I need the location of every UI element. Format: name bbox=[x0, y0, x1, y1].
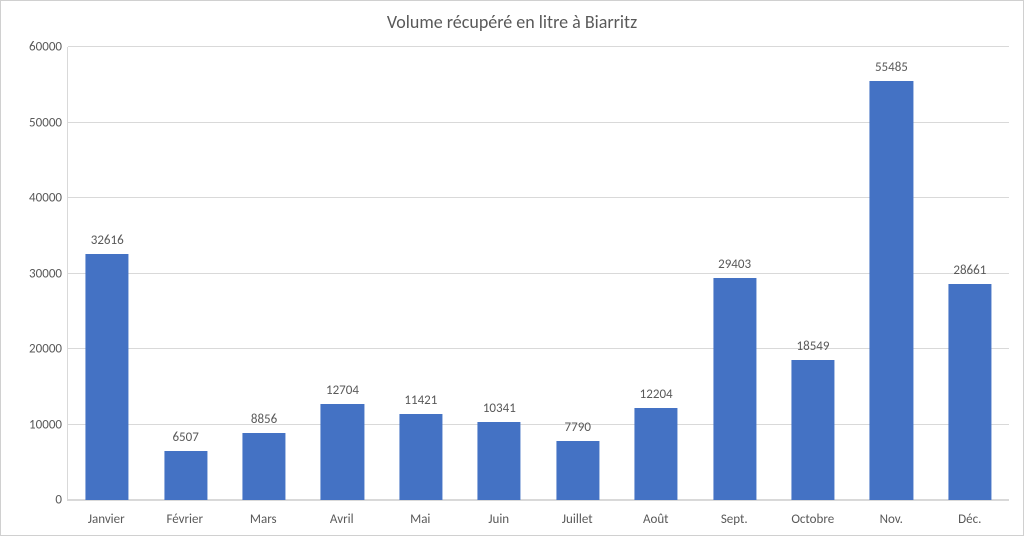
x-tick-label: Août bbox=[617, 512, 696, 527]
x-tick-label: Déc. bbox=[931, 512, 1010, 527]
bar bbox=[164, 451, 207, 500]
x-tick-label: Février bbox=[146, 512, 225, 527]
bar bbox=[86, 254, 129, 500]
bar-chart: Volume récupéré en litre à Biarritz 3261… bbox=[0, 0, 1024, 536]
x-tick-label: Octobre bbox=[774, 512, 853, 527]
bar bbox=[242, 433, 285, 500]
bar-value-label: 32616 bbox=[91, 233, 124, 248]
bar-slot: 11421 bbox=[382, 47, 460, 500]
bar-value-label: 12204 bbox=[640, 387, 673, 402]
bar-value-label: 29403 bbox=[718, 257, 751, 272]
bar-slot: 28661 bbox=[931, 47, 1009, 500]
bar-value-label: 11421 bbox=[404, 393, 437, 408]
bar-value-label: 28661 bbox=[953, 263, 986, 278]
bar-slot: 12204 bbox=[617, 47, 695, 500]
y-tick-label: 50000 bbox=[6, 116, 62, 129]
y-tick-label: 0 bbox=[6, 494, 62, 507]
bar-slot: 7790 bbox=[539, 47, 617, 500]
bar bbox=[321, 404, 364, 500]
x-tick-label: Juillet bbox=[538, 512, 617, 527]
bar bbox=[635, 408, 678, 500]
bar-value-label: 6507 bbox=[172, 430, 198, 445]
x-axis-labels: JanvierFévrierMarsAvrilMaiJuinJuilletAoû… bbox=[67, 512, 1009, 527]
bar-value-label: 55485 bbox=[875, 60, 908, 75]
bar-slot: 18549 bbox=[774, 47, 852, 500]
x-tick-label: Juin bbox=[460, 512, 539, 527]
x-tick-label: Nov. bbox=[852, 512, 931, 527]
x-tick-label: Avril bbox=[303, 512, 382, 527]
bar-value-label: 8856 bbox=[251, 412, 277, 427]
y-tick-label: 60000 bbox=[6, 41, 62, 54]
bar bbox=[556, 441, 599, 500]
bar-slot: 10341 bbox=[460, 47, 538, 500]
bar-slot: 12704 bbox=[303, 47, 381, 500]
x-tick-label: Janvier bbox=[67, 512, 146, 527]
y-tick-label: 20000 bbox=[6, 343, 62, 356]
bar-value-label: 18549 bbox=[797, 339, 830, 354]
bar bbox=[399, 414, 442, 500]
bar bbox=[948, 284, 991, 500]
bar-slot: 29403 bbox=[695, 47, 773, 500]
bar-slot: 6507 bbox=[146, 47, 224, 500]
bar bbox=[870, 81, 913, 500]
y-tick-label: 40000 bbox=[6, 192, 62, 205]
bar bbox=[713, 278, 756, 500]
x-tick-label: Sept. bbox=[695, 512, 774, 527]
bar-value-label: 10341 bbox=[483, 401, 516, 416]
y-tick-label: 10000 bbox=[6, 418, 62, 431]
y-tick-label: 30000 bbox=[6, 267, 62, 280]
bar-value-label: 7790 bbox=[565, 420, 591, 435]
bar-slot: 8856 bbox=[225, 47, 303, 500]
chart-title: Volume récupéré en litre à Biarritz bbox=[1, 1, 1023, 33]
bars-container: 32616 6507 8856 12704 11421 10341 7790 12204 294… bbox=[68, 47, 1009, 500]
x-tick-label: Mai bbox=[381, 512, 460, 527]
bar bbox=[478, 422, 521, 500]
plot-area: 32616 6507 8856 12704 11421 10341 7790 12204 294… bbox=[67, 47, 1009, 501]
bar-slot: 32616 bbox=[68, 47, 146, 500]
bar bbox=[791, 360, 834, 500]
bar-value-label: 12704 bbox=[326, 383, 359, 398]
x-tick-label: Mars bbox=[224, 512, 303, 527]
bar-slot: 55485 bbox=[852, 47, 930, 500]
